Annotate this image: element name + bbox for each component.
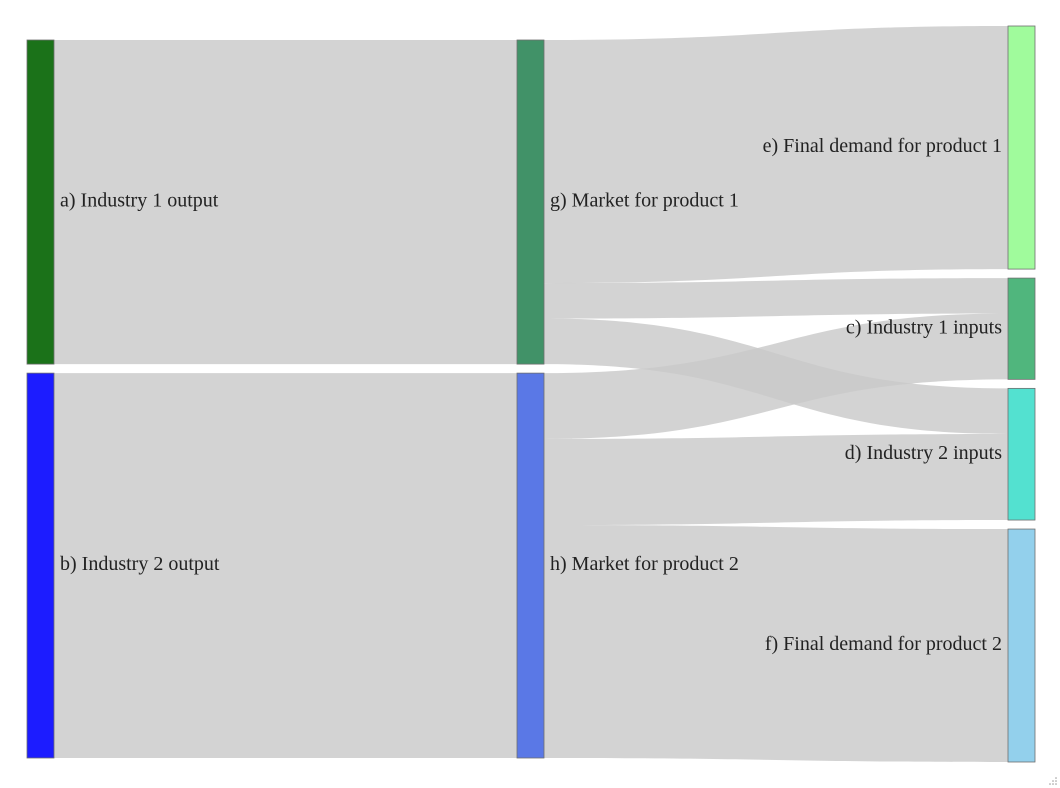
- link-g-to-e[interactable]: [544, 26, 1008, 284]
- resize-grip-icon[interactable]: [1049, 777, 1057, 785]
- links-layer: [54, 26, 1008, 762]
- link-h-to-c[interactable]: [544, 313, 1008, 439]
- node-a[interactable]: [26, 39, 55, 365]
- link-g-to-c[interactable]: [544, 278, 1008, 319]
- labels-layer: a) Industry 1 output b) Industry 2 output…: [60, 135, 1002, 655]
- node-label-b: b) Industry 2 output: [60, 553, 220, 575]
- node-label-e: e) Final demand for product 1: [763, 135, 1002, 157]
- nodes-layer: [26, 25, 1036, 763]
- node-label-g: g) Market for product 1: [550, 190, 739, 212]
- link-a-to-g[interactable]: [54, 40, 517, 365]
- node-f[interactable]: [1007, 528, 1036, 763]
- link-h-to-f[interactable]: [544, 525, 1008, 762]
- node-label-d: d) Industry 2 inputs: [845, 442, 1002, 464]
- node-h[interactable]: [516, 372, 545, 759]
- node-e[interactable]: [1007, 25, 1036, 270]
- node-label-c: c) Industry 1 inputs: [846, 316, 1002, 338]
- node-d[interactable]: [1007, 387, 1036, 521]
- node-label-f: f) Final demand for product 2: [765, 633, 1002, 655]
- link-h-to-d[interactable]: [544, 433, 1008, 526]
- node-label-a: a) Industry 1 output: [60, 190, 219, 212]
- node-c[interactable]: [1007, 277, 1036, 380]
- link-b-to-h[interactable]: [54, 373, 517, 758]
- node-label-h: h) Market for product 2: [550, 553, 739, 575]
- node-b[interactable]: [26, 372, 55, 759]
- node-g[interactable]: [516, 39, 545, 365]
